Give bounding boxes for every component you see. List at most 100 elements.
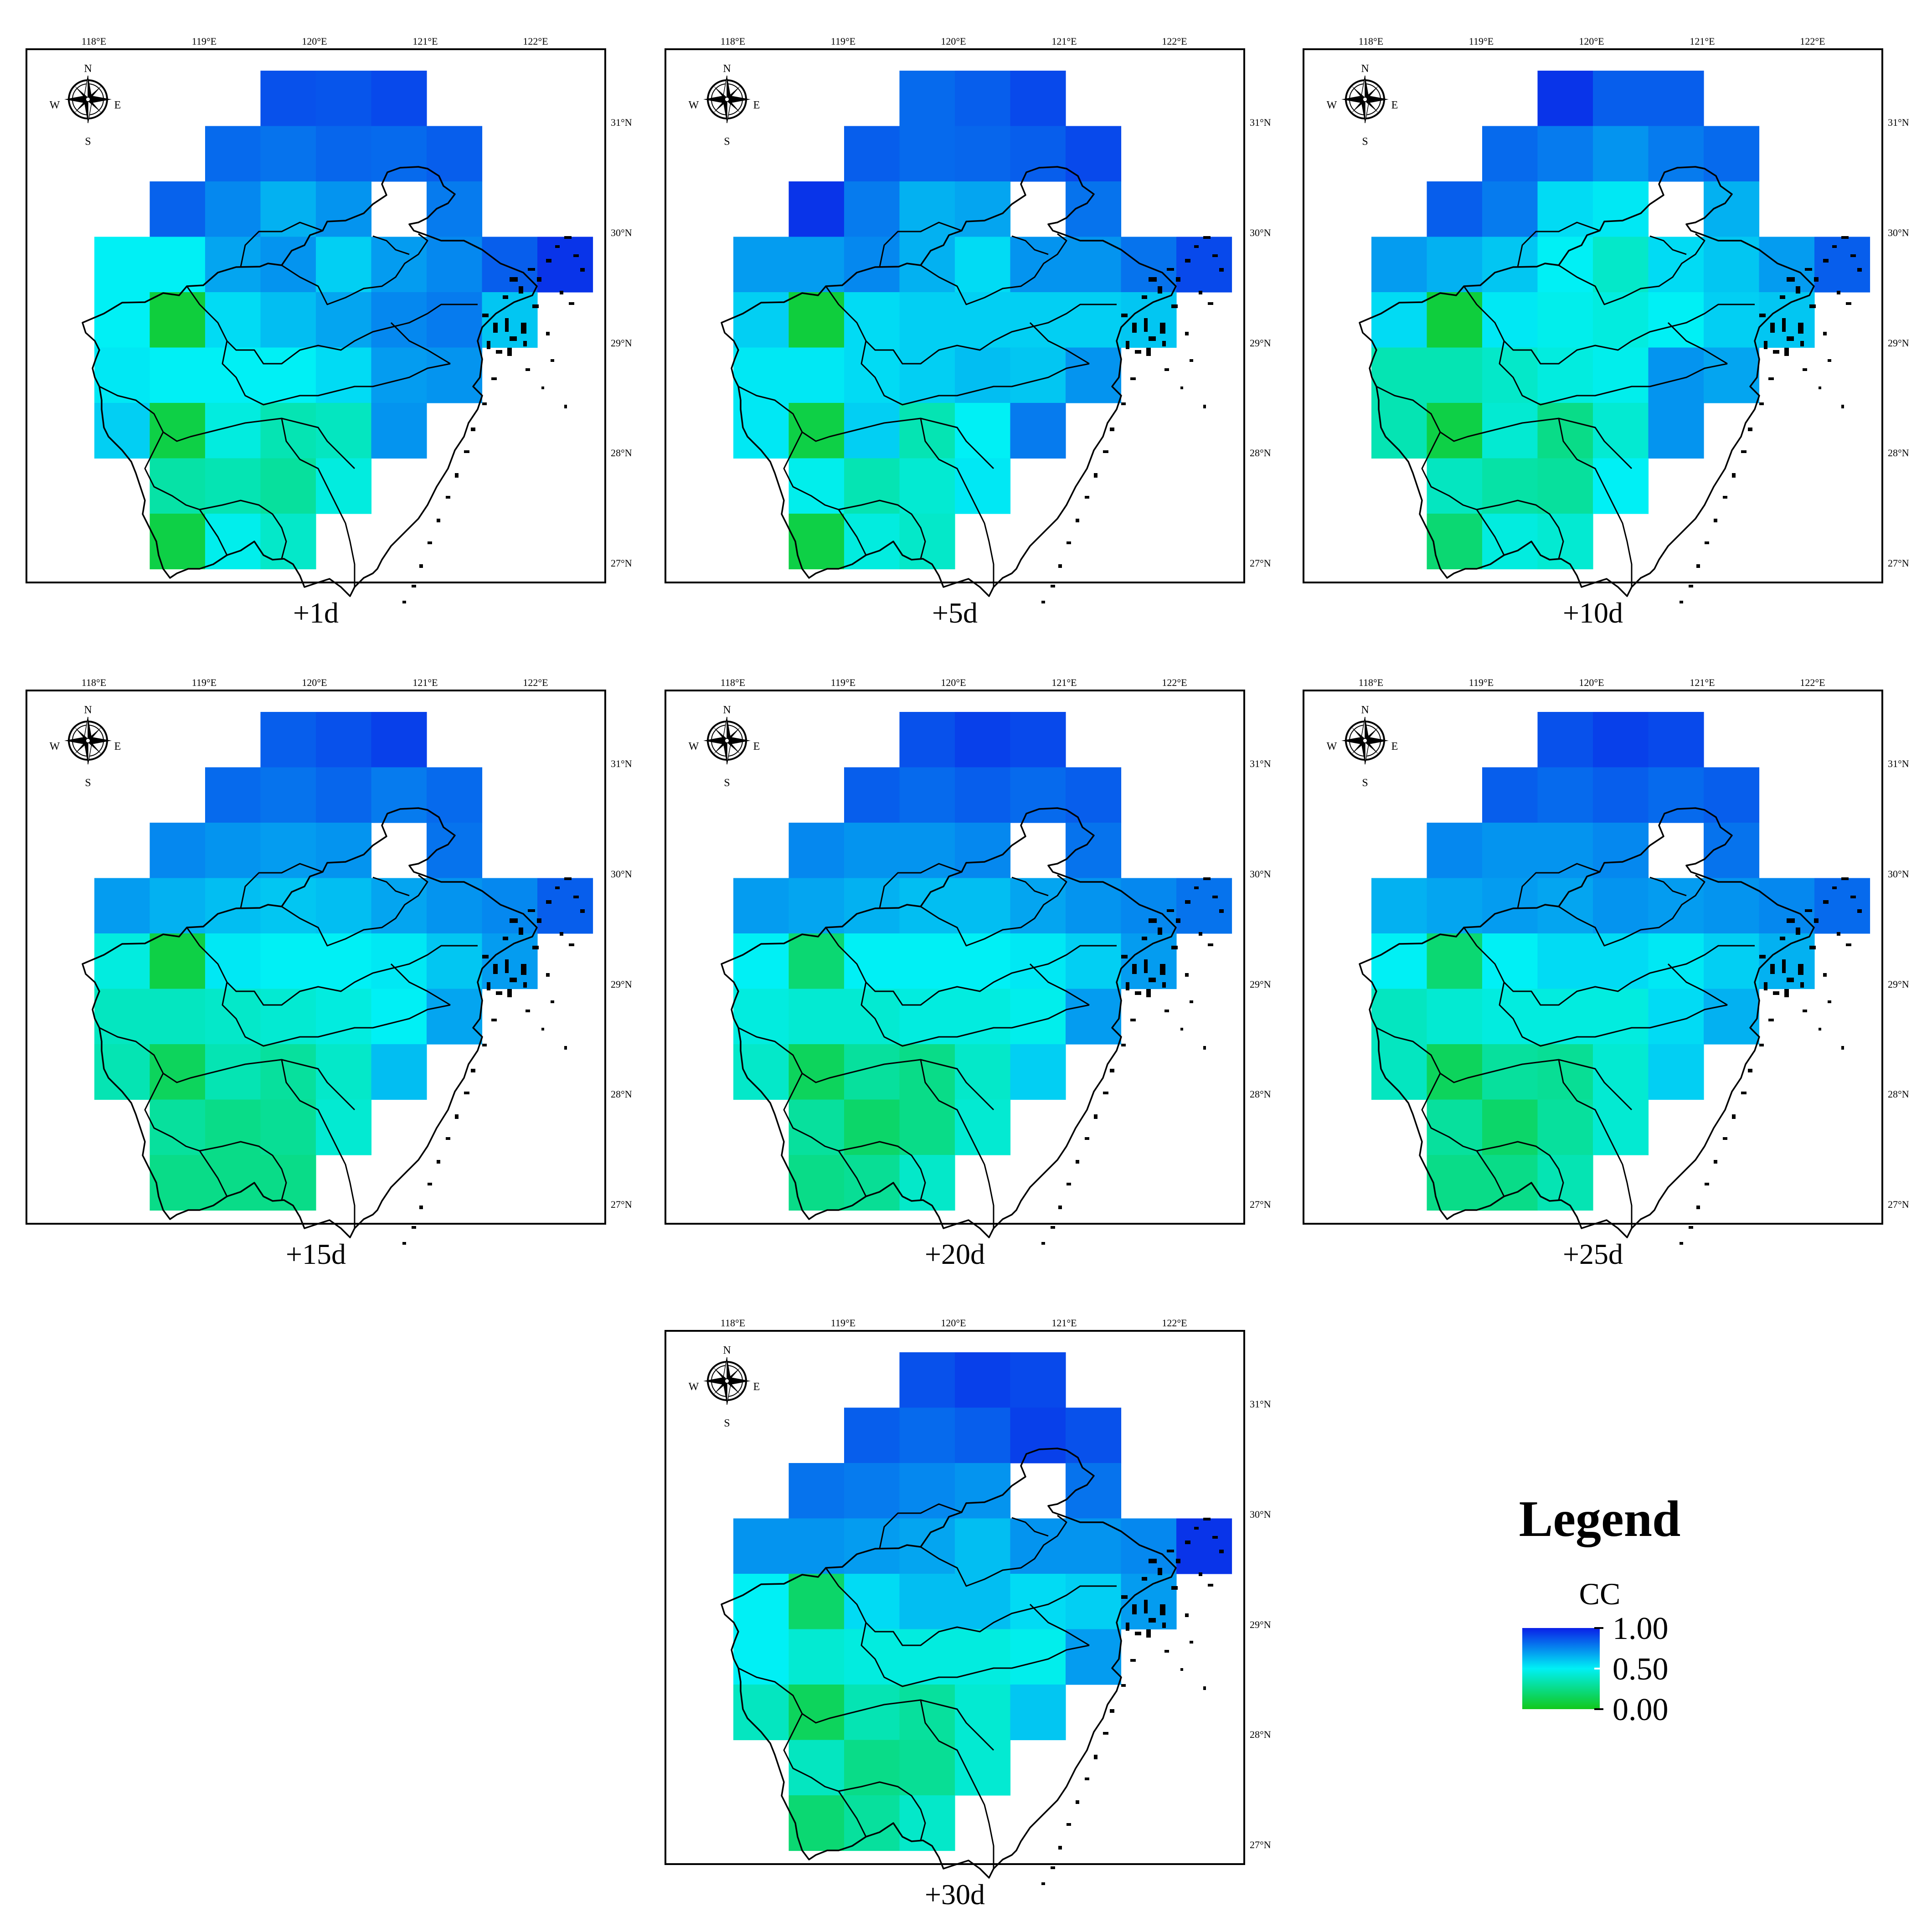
grid-cell [1482,823,1538,879]
grid-cell [1427,1155,1483,1211]
grid-cell [1121,1518,1177,1574]
lon-tick-label: 119°E [831,677,855,688]
grid-cell [371,989,427,1045]
grid-cell [1427,514,1483,570]
grid-cell [316,292,372,348]
lon-tick-label: 122°E [523,36,548,47]
lon-tick-label: 118°E [721,36,745,47]
grid-cell [371,292,427,348]
lon-tick-label: 122°E [1800,36,1825,47]
grid-cell [1704,237,1760,293]
grid-cell [1427,403,1483,459]
grid-cell [955,1685,1011,1741]
grid-cell [1066,126,1122,182]
lat-tick-label: 27°N [1250,557,1271,569]
grid-cell [316,878,372,934]
grid-cell [1010,1352,1066,1408]
grid-cell [1537,712,1593,768]
compass-letter-s: S [1362,136,1368,148]
compass-rose: N S E W [689,1345,760,1429]
compass-letter-n: N [1361,63,1369,75]
grid-cell [1593,878,1649,934]
grid-cell [1427,237,1483,293]
grid-cell [427,878,483,934]
grid-cell [1648,767,1704,823]
grid-cell [1593,712,1649,768]
grid-cell [149,403,206,459]
grid-cell [955,1740,1011,1796]
grid-cell [844,292,900,348]
grid-cell [955,1352,1011,1408]
grid-cell [1010,1407,1066,1463]
grid-cell [427,126,483,182]
grid-cell [899,878,955,934]
grid-cell [149,1099,206,1155]
panel-caption: +1d [293,597,339,629]
grid-cell [1704,823,1760,879]
grid-cell [955,181,1011,237]
lon-tick-label: 121°E [412,677,438,688]
grid-cell [149,1155,206,1211]
grid-cell [1066,1463,1122,1519]
panel-caption: +20d [925,1238,985,1270]
grid-cell [899,292,955,348]
grid-cell [899,933,955,989]
grid-cell [1427,1099,1483,1155]
grid-cell [1427,933,1483,989]
grid-cell [844,1629,900,1685]
lat-tick-label: 29°N [611,337,632,349]
panel-caption: +5d [932,597,978,629]
grid-cell [788,1463,845,1519]
grid-cell [1482,989,1538,1045]
grid-cell [899,71,955,127]
grid-cell [788,823,845,879]
compass-letter-s: S [85,136,91,148]
grid-cell [1066,292,1122,348]
grid-cell [1427,878,1483,934]
grid-cell [1593,458,1649,514]
grid-cell [205,292,261,348]
grid-cell [316,1099,372,1155]
grid-cell [955,823,1011,879]
grid-cell [260,514,316,570]
lon-tick-label: 121°E [1051,677,1077,688]
lon-tick-label: 120°E [302,677,327,688]
grid-cell [1066,347,1122,403]
compass-rose: N S E W [50,63,121,148]
grid-cell [1593,933,1649,989]
grid-cell [1427,458,1483,514]
grid-cell [316,237,372,293]
grid-cell [1704,292,1760,348]
grid-cell [1482,1155,1538,1211]
grid-cell [1176,878,1232,934]
grid-cell [1648,71,1704,127]
grid-cell [899,1155,955,1211]
grid-cell [1593,237,1649,293]
grid-cell [1427,823,1483,879]
lat-tick-label: 31°N [1250,1398,1271,1410]
grid-cell [955,403,1011,459]
grid-cell [1010,403,1066,459]
grid-cell [844,181,900,237]
grid-cell [1010,878,1066,934]
grid-cell [149,514,206,570]
grid-cell [899,1740,955,1796]
grid-cell [955,237,1011,293]
grid-cell [1482,237,1538,293]
lon-tick-label: 120°E [941,677,966,688]
lat-tick-label: 28°N [611,447,632,459]
lat-tick-label: 31°N [1888,758,1909,769]
legend-tick-label: 0.00 [1613,1692,1669,1727]
grid-cell [1648,712,1704,768]
lon-tick-label: 119°E [192,36,216,47]
grid-cell [1704,181,1760,237]
grid-cell [1593,292,1649,348]
grid-cell [844,1099,900,1155]
grid-cell [844,823,900,879]
grid-cell [427,292,483,348]
lon-tick-label: 118°E [82,677,106,688]
grid-cell [1537,989,1593,1045]
lon-tick-label: 118°E [721,677,745,688]
cc-grid [733,71,1232,570]
grid-cell [844,878,900,934]
